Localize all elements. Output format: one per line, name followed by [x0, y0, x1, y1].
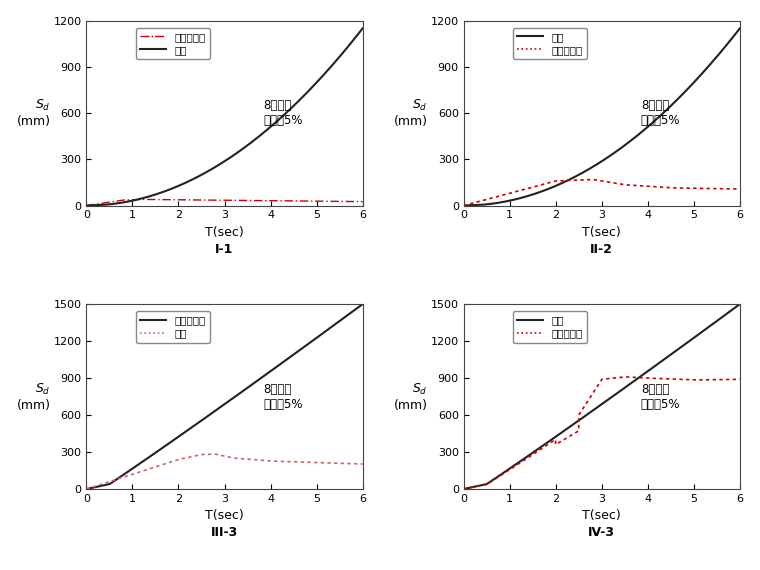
Text: 8度罕遇
阻尼比5%: 8度罕遇 阻尼比5%: [641, 99, 680, 127]
Y-axis label: $S_d$
(mm): $S_d$ (mm): [394, 381, 428, 412]
X-axis label: T(sec): T(sec): [582, 510, 621, 523]
Y-axis label: $S_d$
(mm): $S_d$ (mm): [394, 98, 428, 128]
Text: IV-3: IV-3: [588, 526, 616, 539]
Text: III-3: III-3: [211, 526, 238, 539]
X-axis label: T(sec): T(sec): [205, 510, 244, 523]
Legend: 转换, 位移谱均值: 转换, 位移谱均值: [513, 311, 587, 343]
X-axis label: T(sec): T(sec): [205, 226, 244, 239]
Text: II-2: II-2: [591, 243, 613, 255]
Text: 8度罕遇
阻尼比5%: 8度罕遇 阻尼比5%: [641, 382, 680, 410]
Y-axis label: $S_d$
(mm): $S_d$ (mm): [17, 98, 51, 128]
Text: 8度罕遇
阻尼比5%: 8度罕遇 阻尼比5%: [264, 99, 303, 127]
X-axis label: T(sec): T(sec): [582, 226, 621, 239]
Legend: 转换, 位移谱均值: 转换, 位移谱均值: [513, 28, 587, 59]
Y-axis label: $S_d$
(mm): $S_d$ (mm): [17, 381, 51, 412]
Legend: 位移谱均值, 转换: 位移谱均值, 转换: [136, 28, 210, 59]
Text: 8度罕遇
阻尼比5%: 8度罕遇 阻尼比5%: [264, 382, 303, 410]
Legend: 位移谱均值, 转换: 位移谱均值, 转换: [136, 311, 210, 343]
Text: I-1: I-1: [215, 243, 234, 255]
